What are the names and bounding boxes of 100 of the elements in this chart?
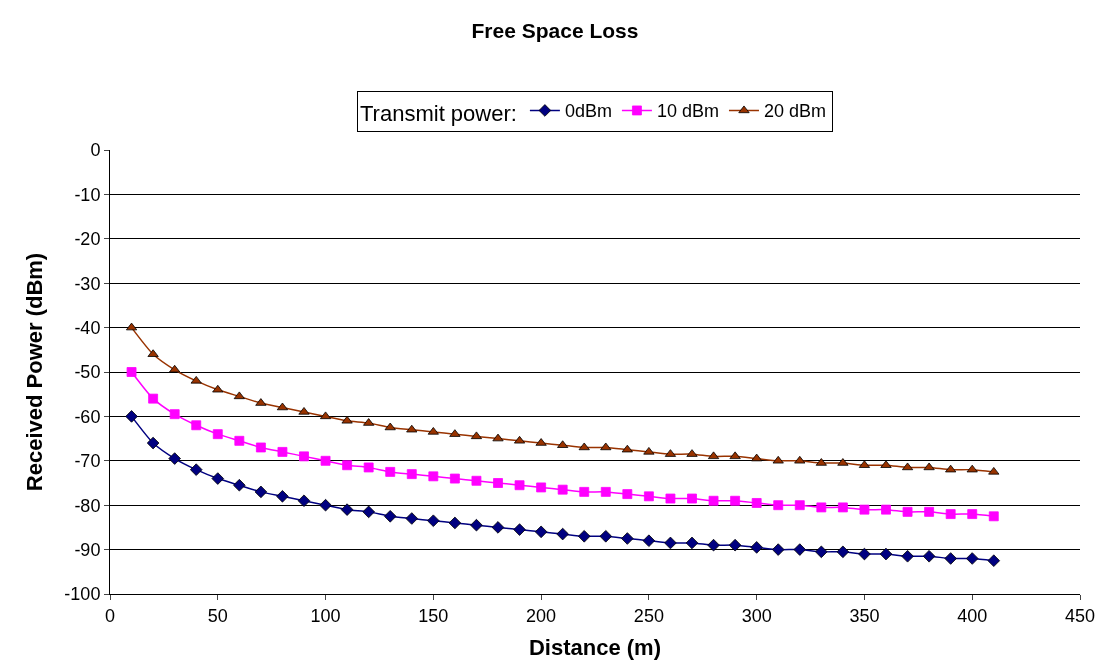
point	[363, 462, 374, 473]
point	[859, 504, 870, 515]
point	[299, 451, 309, 462]
point	[816, 502, 827, 513]
legend-label: 10 dBm	[656, 101, 719, 122]
point	[944, 552, 957, 565]
point	[449, 473, 460, 484]
x-tick-label: 200	[526, 605, 557, 626]
point	[406, 424, 418, 433]
x-tick-label: 100	[310, 605, 341, 626]
point	[924, 506, 935, 517]
point	[211, 472, 225, 485]
y-tick-label: -20	[74, 229, 101, 250]
point	[448, 516, 462, 530]
point	[169, 364, 181, 373]
y-tick-label: -40	[74, 317, 101, 338]
point	[773, 500, 784, 511]
point	[126, 367, 137, 377]
point	[578, 442, 590, 451]
point	[125, 410, 138, 423]
x-axis-title: Distance (m)	[528, 635, 662, 661]
point	[622, 489, 633, 499]
x-tick-label: 250	[633, 605, 664, 626]
point	[277, 447, 288, 457]
point	[945, 509, 956, 519]
point	[794, 500, 805, 511]
point	[730, 495, 741, 506]
point	[513, 523, 526, 536]
point	[836, 545, 850, 559]
point	[599, 530, 613, 543]
point	[643, 491, 654, 502]
point	[577, 530, 591, 543]
x-tick-label: 400	[957, 605, 988, 626]
x-tick-label: 300	[741, 605, 772, 626]
point	[556, 527, 569, 541]
point	[212, 384, 224, 393]
chart-title: Free Space Loss	[471, 19, 639, 43]
point	[557, 484, 568, 495]
point	[492, 433, 504, 442]
point	[406, 469, 417, 480]
point	[708, 495, 719, 506]
point	[233, 391, 245, 400]
y-tick-label: -100	[64, 584, 101, 605]
y-tick-label: -70	[74, 451, 101, 472]
point	[772, 455, 784, 464]
point	[687, 493, 697, 504]
point	[493, 478, 503, 488]
point	[751, 498, 762, 508]
point	[320, 455, 331, 466]
point	[858, 547, 871, 561]
point	[362, 505, 375, 519]
point	[685, 536, 699, 550]
point	[600, 442, 612, 451]
point	[922, 550, 936, 563]
legend-label: 20 dBm	[763, 101, 827, 122]
point	[297, 494, 311, 508]
point	[642, 534, 656, 547]
point	[146, 436, 160, 450]
y-tick-label: -90	[74, 539, 101, 560]
point	[534, 525, 548, 539]
y-tick-label: -80	[74, 495, 101, 516]
point	[664, 536, 677, 550]
point	[254, 485, 268, 499]
point	[536, 482, 547, 493]
point	[319, 498, 332, 512]
point	[168, 452, 181, 465]
point	[385, 467, 396, 477]
point	[729, 451, 741, 460]
y-tick-label: -50	[74, 362, 101, 383]
point	[965, 552, 979, 565]
x-tick-label: 0	[104, 605, 116, 626]
point	[405, 512, 419, 525]
point	[234, 435, 245, 446]
point	[751, 453, 763, 462]
x-tick-label: 50	[207, 605, 228, 626]
point	[771, 543, 785, 556]
point	[837, 502, 848, 513]
point	[988, 511, 999, 522]
point	[276, 490, 289, 503]
point	[881, 504, 891, 515]
point	[600, 486, 611, 497]
point	[966, 464, 978, 473]
point	[191, 420, 202, 431]
point	[383, 510, 397, 523]
point	[169, 409, 180, 420]
point	[902, 506, 913, 517]
y-axis-title: Received Power (dBm)	[22, 252, 48, 492]
point	[879, 547, 893, 561]
point	[190, 375, 202, 384]
point	[987, 554, 1001, 567]
point	[945, 464, 957, 473]
point	[794, 455, 806, 464]
point	[384, 422, 396, 431]
point	[428, 471, 439, 482]
point	[148, 393, 159, 404]
point	[233, 478, 246, 492]
point	[212, 429, 223, 440]
point	[342, 460, 353, 471]
point	[255, 442, 266, 453]
point	[901, 550, 914, 563]
